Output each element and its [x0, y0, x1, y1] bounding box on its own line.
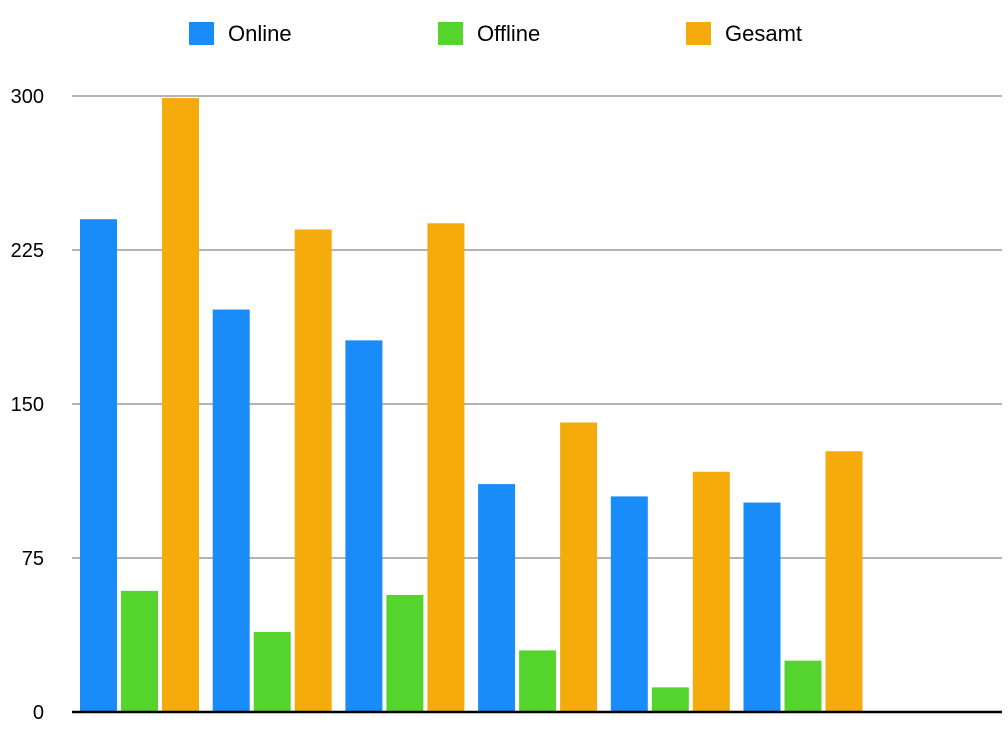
bar-gesamt-2: [294, 229, 332, 712]
bar-offline-6: [784, 660, 822, 712]
bar-offline-5: [651, 687, 689, 712]
bar-gesamt-5: [692, 471, 730, 712]
bars: [80, 98, 863, 712]
bar-online-5: [610, 496, 648, 712]
bar-online-1: [80, 219, 117, 712]
y-tick-label-300: 300: [11, 86, 44, 108]
legend-label-online: Online: [228, 21, 292, 46]
bar-online-3: [345, 340, 383, 712]
bar-offline-1: [121, 590, 158, 712]
bar-gesamt-1: [162, 98, 199, 712]
bar-offline-3: [386, 594, 424, 712]
legend-swatch-offline: [438, 22, 463, 45]
bar-online-4: [478, 484, 516, 712]
y-tick-label-150: 150: [11, 394, 44, 416]
bar-gesamt-3: [427, 223, 465, 712]
legend-swatch-online: [189, 22, 214, 45]
y-axis-tick-labels: 0 75 150 225 300: [11, 86, 44, 724]
legend-label-gesamt: Gesamt: [725, 21, 802, 46]
bar-offline-4: [519, 650, 557, 712]
y-tick-label-0: 0: [33, 702, 44, 724]
legend-swatch-gesamt: [686, 22, 711, 45]
y-tick-label-75: 75: [22, 548, 44, 570]
bar-gesamt-6: [825, 451, 863, 712]
bar-gesamt-4: [560, 422, 598, 712]
bar-online-6: [743, 502, 781, 712]
legend: Online Offline Gesamt: [189, 21, 802, 46]
bar-online-2: [212, 309, 250, 712]
y-tick-label-225: 225: [11, 240, 44, 262]
bar-offline-2: [253, 631, 291, 712]
legend-label-offline: Offline: [477, 21, 540, 46]
